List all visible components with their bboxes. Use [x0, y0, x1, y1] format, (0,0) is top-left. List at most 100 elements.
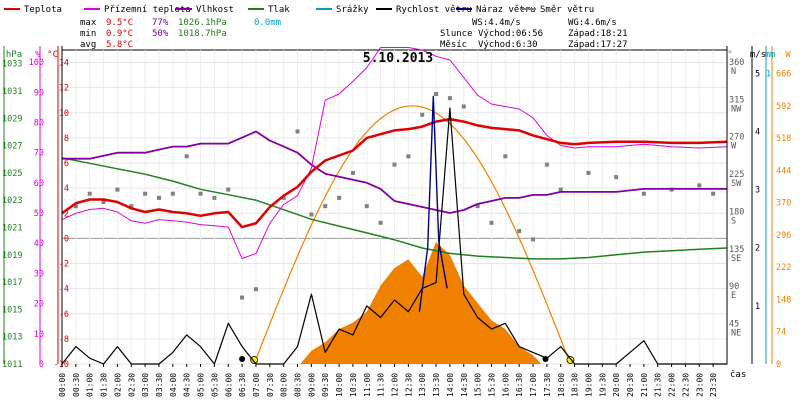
sun-path-arc: [253, 105, 572, 365]
tick-hpa: 1021: [2, 223, 22, 233]
tick-pct: 60: [34, 179, 44, 189]
axis-unit-hpa: hPa: [6, 50, 22, 60]
tick-solar: 666: [776, 70, 791, 80]
tick-solar: 444: [776, 166, 791, 176]
stats-min-temp: 0.9°C: [106, 29, 133, 39]
wind-direction-point: [420, 112, 425, 117]
legend-label: Směr větru: [540, 5, 594, 15]
tick-solar: 296: [776, 231, 791, 241]
tick-pct: 20: [34, 300, 44, 310]
wind-direction-point: [558, 187, 563, 192]
tick-dir-cardinal: N: [731, 67, 736, 77]
stats-avg-label: avg: [80, 40, 96, 50]
tick-wind: 1: [755, 302, 760, 312]
wind-direction-point: [253, 287, 258, 292]
tick-pct: 10: [34, 330, 44, 340]
stats-wg: WG:4.6m/s: [568, 18, 617, 28]
ground-temperature-line: [61, 47, 728, 259]
tick-time: 17:30: [543, 373, 552, 397]
tick-time: 04:30: [183, 373, 192, 397]
stats-max-hum: 77%: [152, 18, 169, 28]
tick-dir-deg: 270: [729, 133, 744, 143]
tick-temp: -6: [59, 310, 69, 320]
stats-min-hum: 50%: [152, 29, 169, 39]
tick-time: 13:00: [418, 373, 427, 397]
stats-max-label: max: [80, 18, 97, 28]
tick-dir-cardinal: SE: [731, 254, 741, 264]
tick-temp: -8: [59, 335, 69, 345]
tick-hpa: 1027: [2, 142, 22, 152]
tick-time: 16:30: [515, 373, 524, 397]
wind-direction-point: [711, 191, 716, 196]
wind-direction-point: [614, 175, 619, 180]
axis-unit-solar: W: [785, 50, 791, 60]
stats-min-label: min: [80, 29, 96, 39]
wind-direction-point: [350, 170, 355, 175]
legend-label: Přízemní teplota: [104, 5, 191, 15]
tick-time: 10:00: [335, 373, 344, 397]
tick-temp: 0: [64, 234, 69, 244]
tick-pct: 90: [34, 88, 44, 98]
legend-label: Náraz větru: [476, 5, 536, 15]
tick-time: 23:00: [695, 373, 704, 397]
tick-time: 08:30: [294, 373, 303, 397]
tick-dir-deg: 90: [729, 282, 739, 292]
tick-time: 02:00: [113, 373, 122, 397]
wind-direction-point: [170, 191, 175, 196]
tick-temp: 2: [64, 209, 69, 219]
tick-time: 06:00: [224, 373, 233, 397]
legend-label: Vlhkost: [196, 5, 234, 15]
tick-pct: 30: [34, 269, 44, 279]
tick-dir-deg: 360: [729, 58, 744, 68]
wind-direction-point: [129, 204, 134, 209]
wind-direction-point: [586, 170, 591, 175]
wind-direction-point: [697, 183, 702, 188]
wind-direction-point: [156, 195, 161, 200]
stats-sun-set: Západ:18:21: [568, 29, 628, 39]
tick-temp: -2: [59, 260, 69, 270]
wind-direction-point: [226, 187, 231, 192]
stats-moon-label: Měsíc: [440, 40, 467, 50]
tick-dir-cardinal: E: [731, 291, 736, 301]
wind-gust-line: [418, 95, 448, 312]
legend-label: Srážky: [336, 5, 369, 15]
tick-temp: 6: [64, 159, 69, 169]
tick-temp: 10: [59, 109, 69, 119]
tick-time: 10:30: [349, 373, 358, 397]
legend-label: Teplota: [24, 5, 62, 15]
tick-time: 15:00: [474, 373, 483, 397]
temperature-line: [61, 117, 728, 229]
wind-direction-point: [101, 200, 106, 205]
chart-title: 5.10.2013: [363, 51, 433, 66]
stats-avg-temp: 5.8°C: [106, 40, 133, 50]
wind-direction-point: [281, 195, 286, 200]
tick-wind: 5: [755, 69, 760, 79]
wind-direction-point: [337, 195, 342, 200]
axis-unit-pct: %: [35, 50, 41, 60]
tick-solar: 148: [776, 295, 791, 305]
wind-direction-point: [447, 96, 452, 101]
stats-ws: WS:4.4m/s: [472, 18, 521, 28]
tick-time: 12:00: [391, 373, 400, 397]
axis-unit-rain: mm: [765, 50, 776, 60]
wind-direction-point: [295, 129, 300, 134]
tick-time: 00:00: [58, 373, 67, 397]
wind-direction-point: [434, 92, 439, 97]
tick-dir-deg: 45: [729, 320, 739, 330]
tick-dir-deg: 180: [729, 207, 744, 217]
wind-direction-point: [184, 154, 189, 159]
tick-hpa: 1033: [2, 60, 22, 70]
wind-direction-point: [323, 204, 328, 209]
tick-time: 01:00: [86, 373, 95, 397]
tick-pct: 0: [39, 360, 44, 370]
wind-direction-point: [73, 204, 78, 209]
tick-time: 22:00: [668, 373, 677, 397]
wind-direction-point: [87, 191, 92, 196]
tick-time: 22:30: [681, 373, 690, 397]
tick-time: 16:00: [501, 373, 510, 397]
tick-solar: 370: [776, 199, 791, 209]
wind-direction-point: [115, 187, 120, 192]
tick-time: 02:30: [127, 373, 136, 397]
tick-time: 06:30: [238, 373, 247, 397]
